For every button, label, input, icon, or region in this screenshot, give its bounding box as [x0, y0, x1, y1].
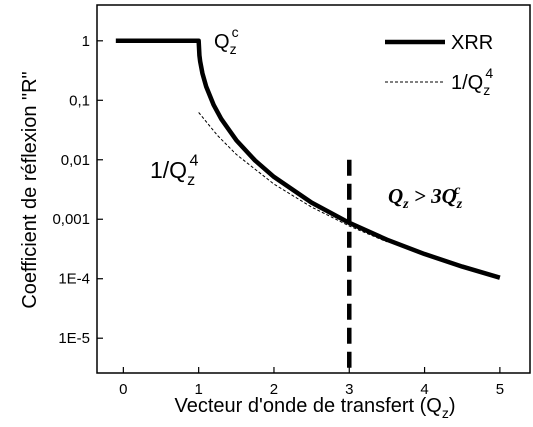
text-sub: z — [483, 82, 490, 98]
text-sub: z — [402, 197, 409, 212]
y-tick-label: 1 — [82, 33, 90, 50]
plot-frame — [96, 4, 531, 374]
text-sup: c — [454, 183, 461, 198]
x-label-sub: z — [442, 405, 449, 421]
x-tick-label: 4 — [420, 381, 428, 398]
x-axis-label: Vecteur d'onde de transfert (Qz) — [175, 395, 456, 421]
x-label-main: Vecteur d'onde de transfert (Q — [175, 395, 442, 417]
x-tick-label: 5 — [496, 381, 504, 398]
critical-label: Qzc — [214, 24, 239, 57]
asymptote-label: 1/Qz 4 — [150, 151, 198, 189]
text-sup: c — [232, 24, 239, 40]
y-tick-label: 1E-4 — [58, 271, 90, 288]
x-tick-label: 3 — [345, 381, 353, 398]
legend-label: XRR — [451, 32, 493, 54]
y-tick-label: 0,1 — [69, 92, 90, 109]
text-sub: z — [187, 171, 195, 189]
text-base: Q — [214, 31, 230, 53]
text-base: 1/Q — [451, 72, 483, 94]
y-tick-label: 1E-5 — [58, 330, 90, 347]
y-tick-label: 0,001 — [52, 211, 90, 228]
y-tick-label: 0,01 — [61, 152, 90, 169]
text-base: 1/Q — [150, 157, 187, 183]
x-tick-label: 2 — [270, 381, 278, 398]
x-tick-label: 0 — [119, 381, 127, 398]
condition-label: Qz > 3Qzc — [388, 183, 463, 212]
text-base: Q — [388, 184, 403, 208]
text-sub: z — [456, 197, 463, 212]
text-sup: 4 — [485, 65, 493, 81]
series-line — [198, 112, 388, 243]
legend-label: 1/Qz4 — [451, 65, 493, 98]
x-label-end: ) — [449, 395, 456, 417]
text-base: > 3Q — [409, 184, 457, 208]
text-sup: 4 — [189, 151, 198, 169]
series-line — [115, 38, 501, 280]
text-sub: z — [230, 41, 237, 57]
x-tick-label: 1 — [194, 381, 202, 398]
y-axis-label: Coefficient de réflexion "R" — [19, 71, 41, 308]
